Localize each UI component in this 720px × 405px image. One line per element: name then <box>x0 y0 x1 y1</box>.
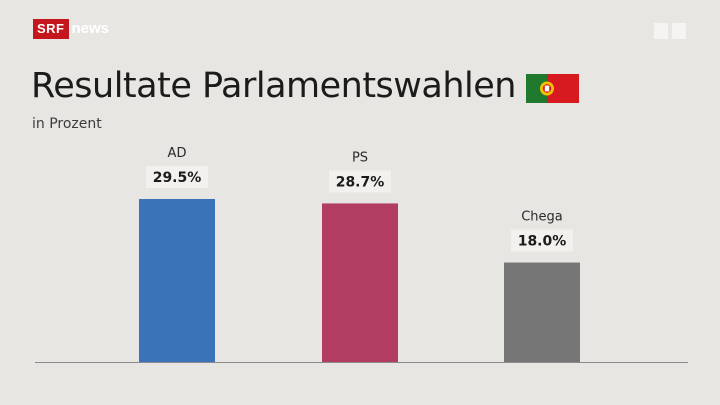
value-label-chega: 18.0% <box>518 234 567 250</box>
bar-chega <box>504 262 580 362</box>
news-logo-text: news <box>71 20 110 37</box>
bar-ps <box>322 203 398 362</box>
value-label-background <box>329 170 391 193</box>
value-label-background <box>511 229 573 252</box>
value-label-ps: 28.7% <box>336 174 385 190</box>
category-label-ad: AD <box>168 146 187 161</box>
value-label-ad: 29.5% <box>153 170 202 186</box>
chart-title: Resultate Parlamentswahlen <box>31 66 579 106</box>
bar-ad <box>139 199 215 362</box>
value-label-background <box>146 166 208 188</box>
category-label-chega: Chega <box>521 210 563 225</box>
chart-subtitle: in Prozent <box>32 116 102 132</box>
portugal-flag-icon <box>525 73 579 103</box>
srf-logo-mark: SRF <box>33 19 69 39</box>
channel-watermark-icon <box>654 23 686 39</box>
category-label-ps: PS <box>352 150 368 165</box>
chart-title-text: Resultate Parlamentswahlen <box>31 66 516 106</box>
srf-news-logo: SRF news <box>33 19 109 39</box>
